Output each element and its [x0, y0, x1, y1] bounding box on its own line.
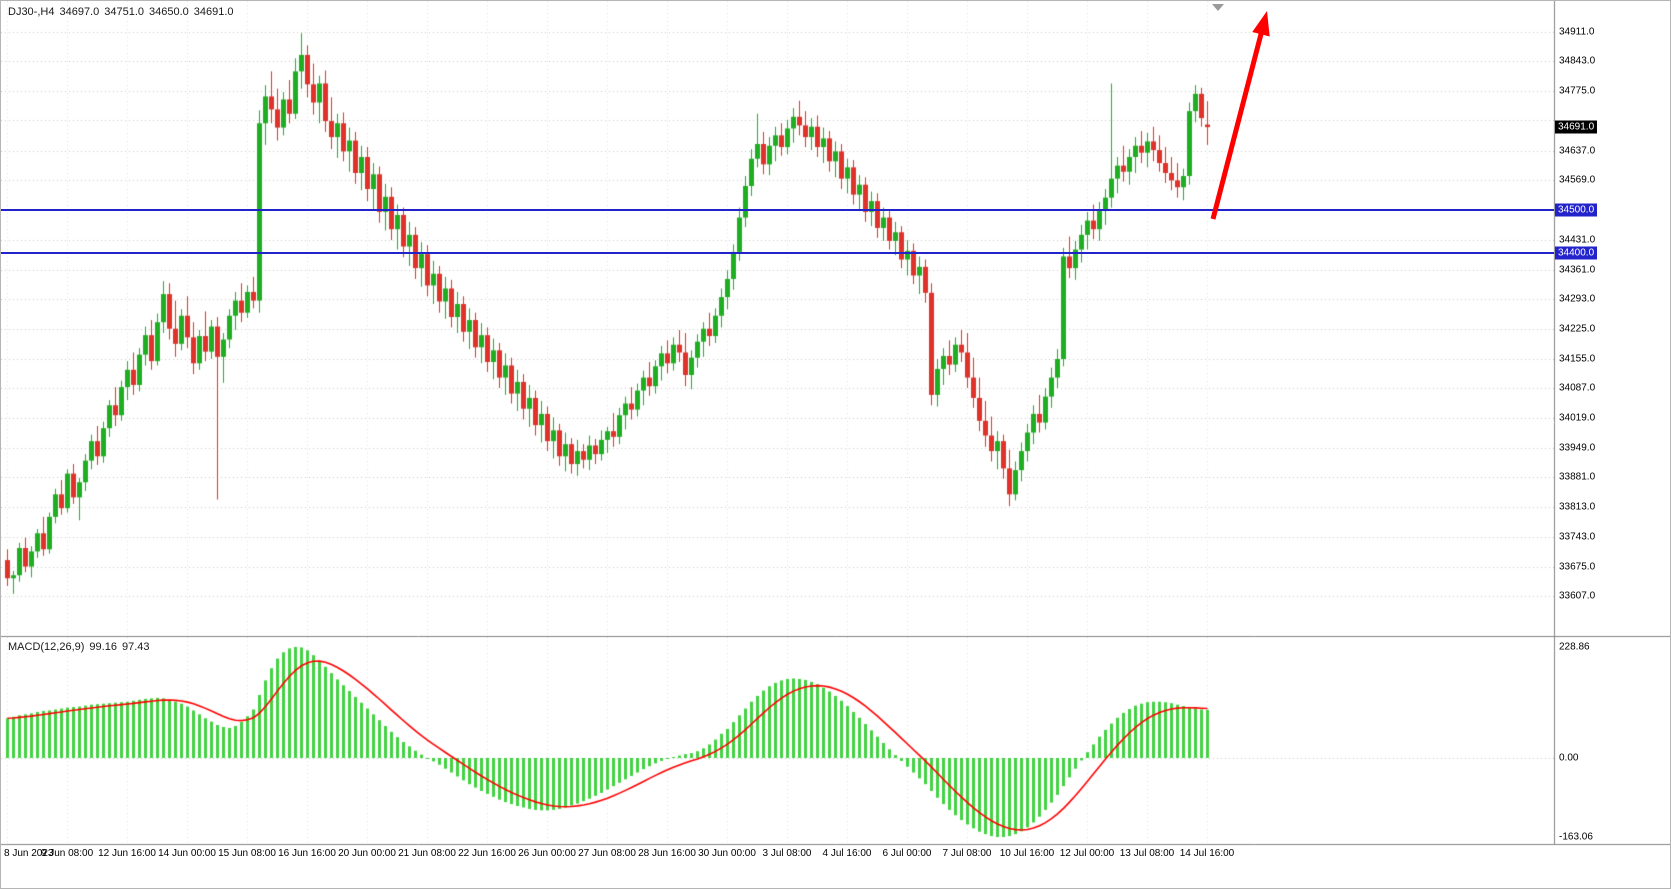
- macd-indicator-header: MACD(12,26,9) 99.16 97.43: [8, 641, 154, 653]
- price-tick-label: 34155.0: [1559, 353, 1596, 365]
- time-axis-label: 3 Jul 08:00: [762, 848, 812, 859]
- price-tick-label: 33607.0: [1559, 590, 1596, 602]
- symbol-period-label: DJ30-,H4: [8, 6, 55, 18]
- price-tick-label: 33949.0: [1559, 442, 1596, 454]
- time-axis-label: 8 Jun 2023: [4, 848, 54, 859]
- macd-tick-label: 0.00: [1559, 752, 1579, 764]
- time-axis-label: 27 Jun 08:00: [578, 848, 636, 859]
- time-axis-label: 12 Jun 16:00: [98, 848, 156, 859]
- time-axis-label: 22 Jun 16:00: [458, 848, 516, 859]
- macd-tick-label: -163.06: [1559, 831, 1593, 843]
- chart-shift-marker-icon[interactable]: [1212, 4, 1224, 11]
- time-axis-label: 15 Jun 08:00: [218, 848, 276, 859]
- hline-price-tag: 34400.0: [1555, 246, 1598, 260]
- price-tick-label: 34431.0: [1559, 234, 1596, 246]
- time-axis-label: 16 Jun 16:00: [278, 848, 336, 859]
- time-axis-label: 14 Jun 00:00: [158, 848, 216, 859]
- time-axis[interactable]: 8 Jun 2023 9 Jun 08:00 12 Jun 16:00 14 Jun …: [1, 845, 1670, 867]
- time-axis-label: 7 Jul 08:00: [942, 848, 992, 859]
- price-tick-label: 33813.0: [1559, 501, 1596, 513]
- horizontal-line-34500[interactable]: [1, 208, 1554, 211]
- price-tick-label: 34775.0: [1559, 85, 1596, 97]
- price-tick-label: 34019.0: [1559, 412, 1596, 424]
- macd-signal-value: 97.43: [121, 641, 150, 653]
- macd-tick-label: 228.86: [1559, 641, 1590, 653]
- price-tick-label: 33881.0: [1559, 471, 1596, 483]
- hline-price-tag: 34500.0: [1555, 203, 1598, 217]
- macd-name-label: MACD(12,26,9): [8, 641, 85, 653]
- current-price-tag: 34691.0: [1555, 120, 1598, 134]
- time-axis-label: 20 Jun 00:00: [338, 848, 396, 859]
- time-axis-label: 28 Jun 16:00: [638, 848, 696, 859]
- time-axis-label: 12 Jul 00:00: [1059, 848, 1115, 859]
- horizontal-line-34400[interactable]: [1, 252, 1554, 254]
- time-axis-label: 6 Jul 00:00: [882, 848, 932, 859]
- price-tick-label: 34225.0: [1559, 323, 1596, 335]
- price-tick-label: 33743.0: [1559, 531, 1596, 543]
- price-tick-label: 34087.0: [1559, 382, 1596, 394]
- high-value: 34751.0: [104, 6, 144, 18]
- price-tick-label: 34637.0: [1559, 145, 1596, 156]
- price-tick-label: 34569.0: [1559, 174, 1596, 186]
- price-tick-label: 34293.0: [1559, 293, 1596, 305]
- time-axis-label: 14 Jul 16:00: [1179, 848, 1235, 859]
- time-axis-label: 9 Jun 08:00: [40, 848, 94, 859]
- open-value: 34697.0: [59, 6, 100, 18]
- time-axis-label: 4 Jul 16:00: [822, 848, 872, 859]
- time-axis-label: 10 Jul 16:00: [999, 848, 1055, 859]
- price-tick-label: 34911.0: [1559, 26, 1595, 38]
- time-axis-label: 30 Jun 00:00: [698, 848, 756, 859]
- low-value: 34650.0: [149, 6, 189, 18]
- price-axis[interactable]: 34911.0 34843.0 34775.0 34637.0 34569.0 34431…: [1554, 1, 1670, 844]
- time-axis-label: 26 Jun 00:00: [518, 848, 576, 859]
- price-tick-label: 34361.0: [1559, 264, 1596, 276]
- close-value: 34691.0: [193, 6, 234, 18]
- price-tick-label: 33675.0: [1559, 561, 1596, 573]
- time-axis-label: 13 Jul 08:00: [1119, 848, 1175, 859]
- time-axis-label: 21 Jun 08:00: [398, 848, 456, 859]
- chart-ohlc-header: DJ30-,H4 34697.0 34751.0 34650.0 34691.0: [8, 6, 239, 18]
- price-tick-label: 34843.0: [1559, 55, 1596, 67]
- macd-main-value: 99.16: [89, 641, 117, 653]
